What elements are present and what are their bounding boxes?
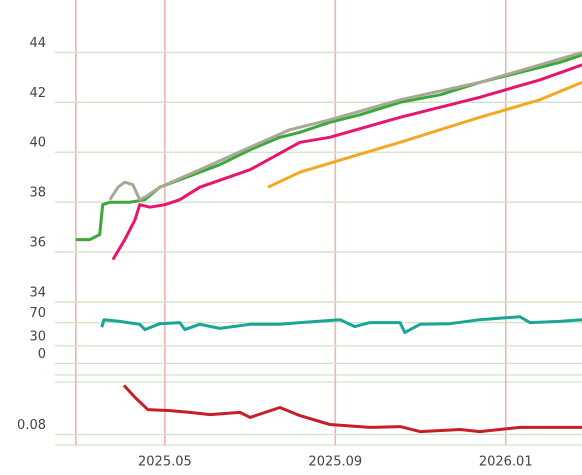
y-tick-label: 42 — [29, 86, 46, 101]
data-line — [122, 384, 582, 434]
data-line — [267, 81, 582, 189]
data-line — [75, 53, 582, 242]
data-line — [100, 315, 582, 334]
y-tick-label: 40 — [29, 136, 46, 151]
data-line — [111, 63, 582, 261]
y-tick-label: 44 — [29, 36, 46, 51]
x-tick-label: 2025.09 — [308, 455, 362, 470]
y-tick-label: 0.08 — [17, 418, 46, 433]
data-line — [108, 50, 582, 202]
y-tick-label: 38 — [29, 186, 46, 201]
y-tick-label: 30 — [29, 329, 46, 344]
y-tick-label: 34 — [29, 286, 46, 301]
y-tick-label: 36 — [29, 236, 46, 251]
x-tick-label: 2025.05 — [138, 455, 192, 470]
x-tick-label: 2026.01 — [479, 455, 533, 470]
y-tick-label: 70 — [29, 306, 46, 321]
y-tick-label: 0 — [38, 347, 46, 362]
